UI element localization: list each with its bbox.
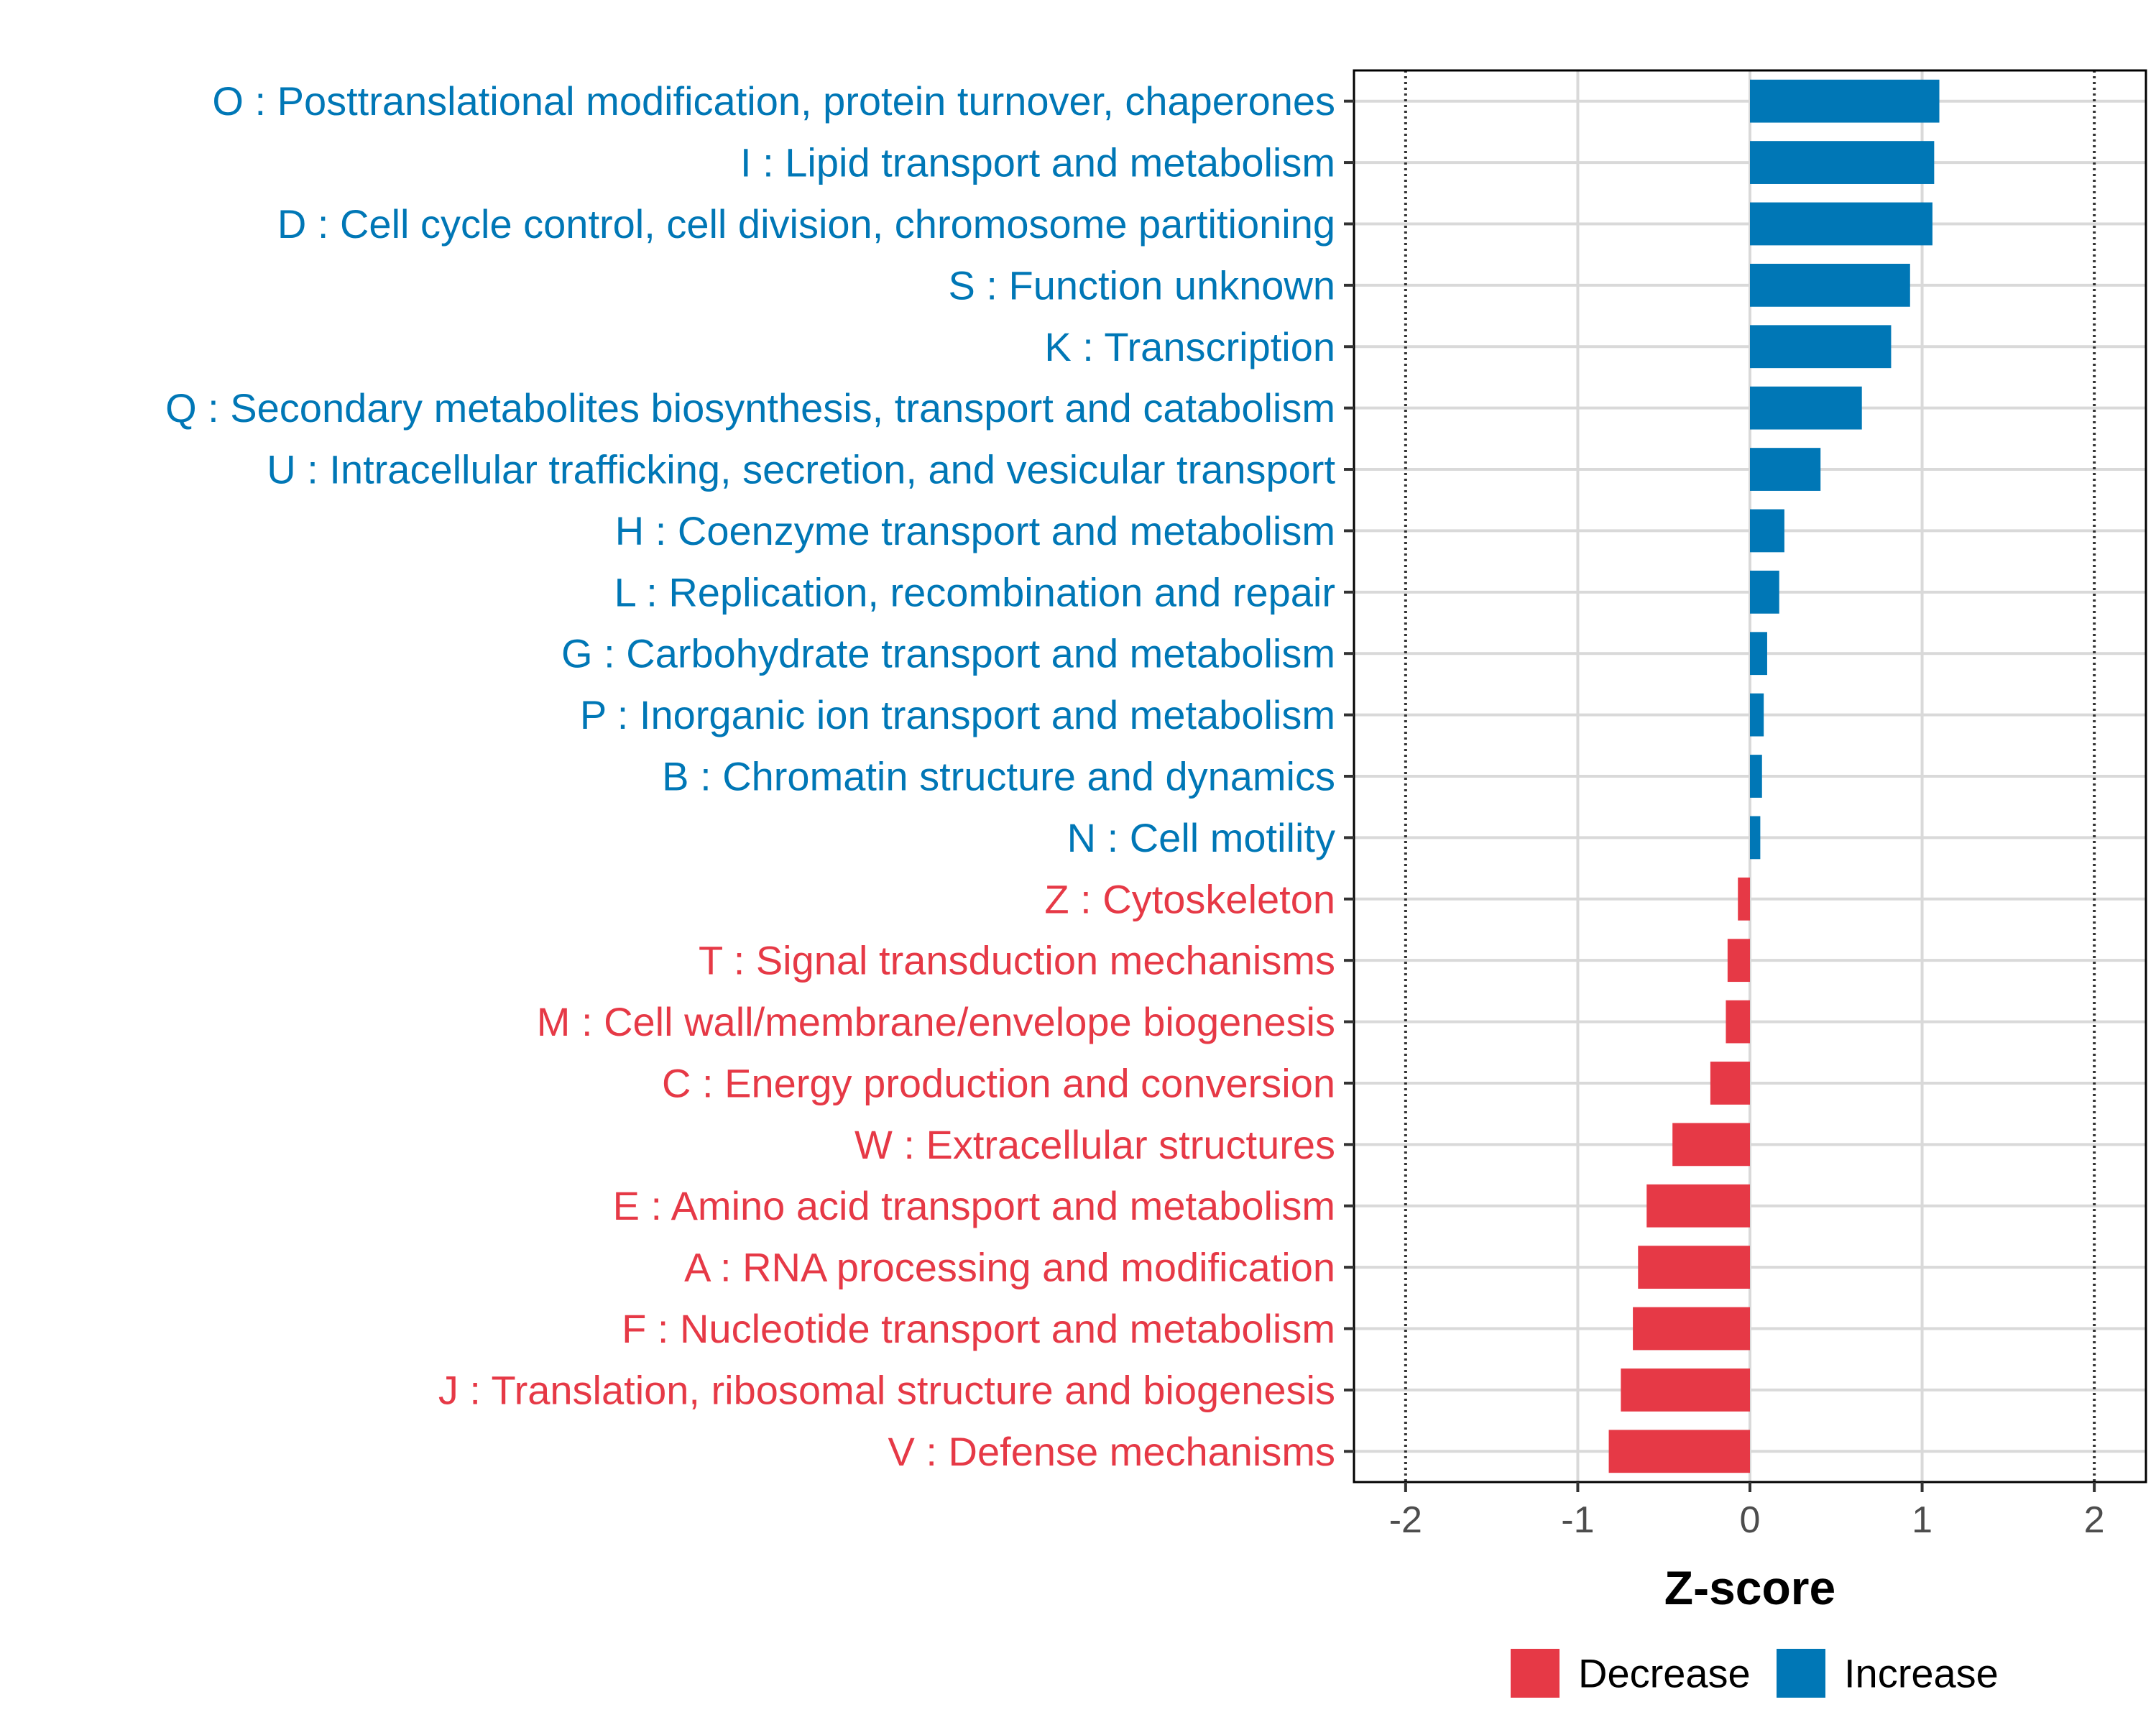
- category-label: I : Lipid transport and metabolism: [740, 140, 1335, 185]
- bar: [1750, 755, 1762, 798]
- category-label: V : Defense mechanisms: [888, 1429, 1335, 1474]
- bar: [1750, 509, 1784, 553]
- x-axis-ticks: -2 -1 0 1 2: [1389, 1482, 2105, 1541]
- bar: [1750, 570, 1779, 614]
- category-label: P : Inorganic ion transport and metaboli…: [580, 692, 1335, 737]
- x-tick-label: 1: [1912, 1499, 1932, 1541]
- y-axis-category-labels: O : Posttranslational modification, prot…: [165, 78, 1335, 1474]
- category-label: Q : Secondary metabolites biosynthesis, …: [165, 385, 1335, 431]
- category-label: L : Replication, recombination and repai…: [614, 569, 1335, 615]
- category-label: H : Coenzyme transport and metabolism: [615, 508, 1335, 553]
- category-label: G : Carbohydrate transport and metabolis…: [561, 631, 1335, 676]
- category-label: W : Extracellular structures: [854, 1122, 1335, 1167]
- bar: [1633, 1307, 1750, 1351]
- category-label: A : RNA processing and modification: [684, 1245, 1335, 1290]
- x-tick-label: -2: [1389, 1499, 1422, 1541]
- bar: [1738, 877, 1750, 921]
- bar: [1750, 141, 1935, 184]
- bar: [1638, 1246, 1750, 1289]
- category-label: K : Transcription: [1044, 324, 1335, 369]
- category-label: U : Intracellular trafficking, secretion…: [267, 447, 1335, 492]
- category-label: Z : Cytoskeleton: [1044, 876, 1335, 921]
- legend-label-decrease: Decrease: [1578, 1651, 1751, 1696]
- category-label: B : Chromatin structure and dynamics: [662, 754, 1335, 799]
- bar: [1710, 1062, 1750, 1105]
- bar: [1672, 1123, 1750, 1167]
- bar: [1750, 202, 1932, 246]
- bar: [1750, 693, 1764, 737]
- category-label: T : Signal transduction mechanisms: [699, 938, 1335, 983]
- bar: [1750, 816, 1761, 860]
- bar: [1621, 1368, 1750, 1412]
- bar: [1608, 1430, 1750, 1473]
- bar: [1750, 448, 1821, 491]
- bar: [1750, 325, 1892, 369]
- category-label: F : Nucleotide transport and metabolism: [622, 1306, 1335, 1351]
- x-tick-label: -1: [1561, 1499, 1594, 1541]
- legend-label-increase: Increase: [1844, 1651, 1999, 1696]
- bars: [1608, 79, 1940, 1473]
- x-axis-title: Z-score: [1664, 1561, 1835, 1614]
- bar: [1726, 1000, 1750, 1044]
- bar: [1750, 386, 1862, 430]
- category-label: J : Translation, ribosomal structure and…: [438, 1367, 1335, 1412]
- category-label: O : Posttranslational modification, prot…: [212, 78, 1335, 124]
- category-label: D : Cell cycle control, cell division, c…: [277, 201, 1335, 247]
- category-label: E : Amino acid transport and metabolism: [613, 1183, 1335, 1228]
- legend: Decrease Increase: [1511, 1649, 1999, 1698]
- x-tick-label: 2: [2084, 1499, 2105, 1541]
- bar: [1750, 632, 1767, 676]
- category-label: S : Function unknown: [948, 262, 1335, 308]
- legend-key-decrease: [1511, 1649, 1560, 1698]
- x-tick-label: 0: [1740, 1499, 1761, 1541]
- category-label: N : Cell motility: [1067, 815, 1335, 860]
- category-label: M : Cell wall/membrane/envelope biogenes…: [537, 999, 1335, 1044]
- bar: [1750, 263, 1910, 307]
- bar: [1750, 79, 1940, 123]
- bar: [1646, 1184, 1750, 1228]
- y-axis-ticks: [1344, 99, 1354, 1453]
- legend-key-increase: [1777, 1649, 1825, 1698]
- bar: [1727, 939, 1750, 983]
- category-label: C : Energy production and conversion: [662, 1060, 1335, 1105]
